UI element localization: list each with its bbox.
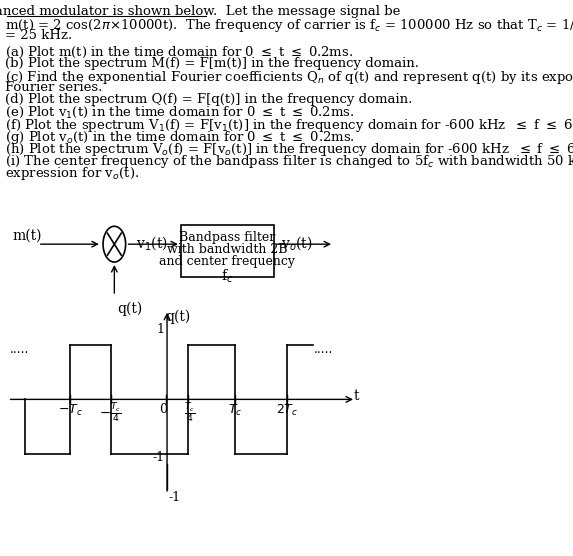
Text: (i) The center frequency of the bandpass filter is changed to 5f$_c$ with bandwi: (i) The center frequency of the bandpass… (5, 153, 573, 170)
Text: (g) Plot v$_o$(t) in the time domain for 0 $\leq$ t $\leq$ 0.2ms.: (g) Plot v$_o$(t) in the time domain for… (5, 129, 354, 146)
Text: (b) Plot the spectrum M(f) = F[m(t)] in the frequency domain.: (b) Plot the spectrum M(f) = F[m(t)] in … (5, 57, 418, 70)
Text: -1: -1 (152, 450, 164, 464)
Text: v$_o$(t): v$_o$(t) (281, 234, 312, 252)
Text: $-\frac{T_c}{4}$: $-\frac{T_c}{4}$ (99, 401, 121, 425)
Text: q(t): q(t) (165, 310, 190, 324)
Text: expression for v$_o$(t).: expression for v$_o$(t). (5, 165, 139, 182)
Text: Fourier series.: Fourier series. (5, 81, 102, 94)
Text: (a) Plot m(t) in the time domain for 0 $\leq$ t $\leq$ 0.2ms.: (a) Plot m(t) in the time domain for 0 $… (5, 45, 352, 60)
Text: with bandwidth 2B: with bandwidth 2B (167, 243, 288, 256)
Text: and center frequency: and center frequency (159, 255, 295, 268)
Text: (h) Plot the spectrum V$_o$(f) = F[v$_o$(t)] in the frequency domain for -600 kH: (h) Plot the spectrum V$_o$(f) = F[v$_o$… (5, 141, 573, 158)
Text: $2T_c$: $2T_c$ (276, 403, 298, 419)
Text: $-T_c$: $-T_c$ (58, 403, 83, 419)
Text: (c) Find the exponential Fourier coefficients Q$_n$ of q(t) and represent q(t) b: (c) Find the exponential Fourier coeffic… (5, 69, 573, 86)
Text: m(t) = 2 cos(2$\pi$$\times$10000t).  The frequency of carrier is f$_c$ = 100000 : m(t) = 2 cos(2$\pi$$\times$10000t). The … (5, 17, 573, 34)
Text: a balanced modulator is shown below.  Let the message signal be: a balanced modulator is shown below. Let… (0, 6, 400, 18)
Bar (181, 225, 274, 277)
Text: .....: ..... (314, 343, 333, 356)
Text: v$_1$(t): v$_1$(t) (136, 234, 168, 252)
Text: 0: 0 (159, 403, 167, 416)
Text: q(t): q(t) (117, 302, 142, 316)
Text: (d) Plot the spectrum Q(f) = F[q(t)] in the frequency domain.: (d) Plot the spectrum Q(f) = F[q(t)] in … (5, 93, 412, 106)
Text: -1: -1 (168, 491, 180, 504)
Text: f$_c$: f$_c$ (221, 268, 234, 285)
Text: Bandpass filter: Bandpass filter (179, 231, 276, 244)
Text: (f) Plot the spectrum V$_1$(f) = F[v$_1$(t)] in the frequency domain for -600 kH: (f) Plot the spectrum V$_1$(f) = F[v$_1$… (5, 117, 573, 134)
Text: m(t): m(t) (13, 229, 42, 242)
Text: (e) Plot v$_1$(t) in the time domain for 0 $\leq$ t $\leq$ 0.2ms.: (e) Plot v$_1$(t) in the time domain for… (5, 105, 354, 120)
Text: t: t (354, 389, 359, 404)
Text: 1: 1 (156, 323, 164, 336)
Text: = 25 kHz.: = 25 kHz. (5, 29, 72, 42)
Text: $\frac{T_c}{4}$: $\frac{T_c}{4}$ (184, 401, 195, 425)
Text: .....: ..... (10, 343, 30, 356)
Text: $T_c$: $T_c$ (228, 403, 242, 419)
